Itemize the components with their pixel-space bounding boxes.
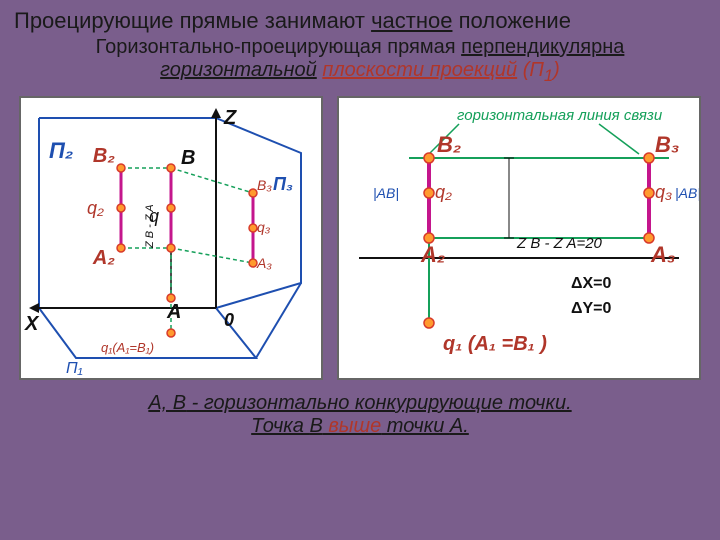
subtitle: Горизонтально-проецирующая прямая перпен… <box>0 36 720 86</box>
sub-a: Горизонтально-проецирующая прямая <box>96 36 462 58</box>
svg-text:q₃: q₃ <box>655 182 672 202</box>
sub-f: 1 <box>544 66 553 85</box>
svg-text:B₃: B₃ <box>655 132 679 157</box>
svg-text:ΔX=0: ΔX=0 <box>571 275 612 292</box>
svg-text:q₁(A₁=B₁): q₁(A₁=B₁) <box>101 340 154 355</box>
foot-1a: A, B <box>148 392 186 414</box>
figure-row: ZX0П₂П₃П₁B₂q₂A₂BqAB₃q₃A₃q₁(A₁=B₁)Z B - Z… <box>0 86 720 386</box>
sub-c: горизонтальной <box>160 59 317 81</box>
svg-text:B₂: B₂ <box>437 132 461 157</box>
svg-text:|AB|: |AB| <box>373 185 399 201</box>
foot-2c: выше <box>323 415 381 437</box>
svg-text:B: B <box>181 147 195 169</box>
foot-1b: - горизонтально конкурирующие точки. <box>186 392 572 414</box>
svg-text:q₂: q₂ <box>435 182 452 202</box>
svg-text:A₂: A₂ <box>92 247 115 269</box>
svg-text:П₁: П₁ <box>66 360 83 377</box>
title-c: частное <box>371 8 452 33</box>
title-b: занимают <box>265 8 371 33</box>
svg-text:0: 0 <box>224 310 234 330</box>
svg-text:A₃: A₃ <box>650 242 675 267</box>
svg-text:|AB|: |AB| <box>675 185 699 201</box>
svg-text:ΔY=0: ΔY=0 <box>571 300 612 317</box>
svg-text:П₂: П₂ <box>49 138 73 163</box>
title-a: Проецирующие прямые <box>14 8 265 33</box>
svg-text:Z B - Z A: Z B - Z A <box>144 204 156 249</box>
sub-b: перпендикулярна <box>461 36 624 58</box>
foot-2e: A. <box>450 415 469 437</box>
fig-3d: ZX0П₂П₃П₁B₂q₂A₂BqAB₃q₃A₃q₁(A₁=B₁)Z B - Z… <box>19 96 323 380</box>
svg-text:Z B - Z A=20: Z B - Z A=20 <box>516 235 603 252</box>
foot-2b: B <box>309 415 322 437</box>
footer: A, B - горизонтально конкурирующие точки… <box>0 386 720 438</box>
svg-text:горизонтальная линия связи: горизонтальная линия связи <box>457 107 663 124</box>
svg-text:q₃: q₃ <box>257 219 271 235</box>
svg-text:q₁ (A₁ =B₁ ): q₁ (A₁ =B₁ ) <box>443 333 547 355</box>
foot-2a: Точка <box>251 415 309 437</box>
sub-g: ) <box>553 59 560 81</box>
svg-text:B₂: B₂ <box>93 145 115 167</box>
sub-e: (П <box>523 59 544 81</box>
svg-text:A₂: A₂ <box>420 242 445 267</box>
sub-d: плоскости проекций <box>322 59 517 81</box>
svg-text:A₃: A₃ <box>256 255 272 271</box>
svg-text:B₃: B₃ <box>257 177 272 193</box>
svg-text:П₃: П₃ <box>273 174 293 194</box>
svg-text:Z: Z <box>223 107 237 129</box>
foot-2d: точки <box>381 415 450 437</box>
title-d: положение <box>452 8 570 33</box>
svg-text:q₂: q₂ <box>87 198 104 218</box>
svg-text:X: X <box>24 313 40 335</box>
title: Проецирующие прямые занимают частное пол… <box>0 0 720 36</box>
svg-text:A: A <box>166 301 181 323</box>
fig-ortho: горизонтальная линия связиB₂B₃|AB|q₂q₃|A… <box>337 96 701 380</box>
